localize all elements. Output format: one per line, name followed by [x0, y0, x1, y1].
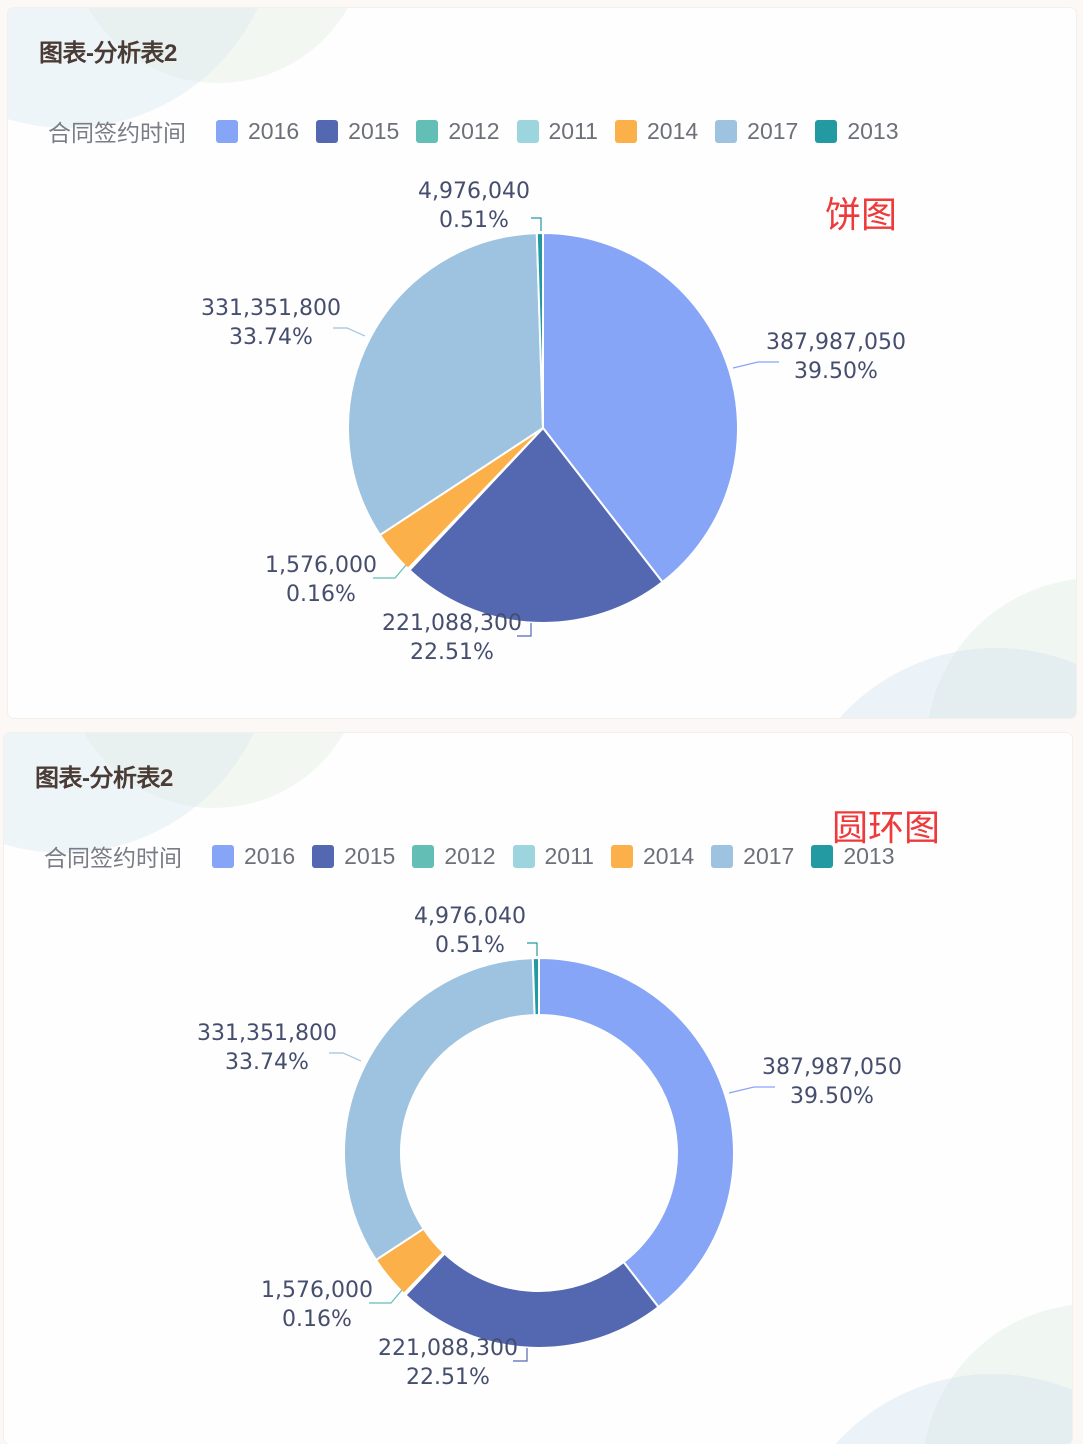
label-leader-line	[527, 942, 538, 956]
donut-chart-panel: 图表-分析表2 合同签约时间 2016 2015 2012 2011 2014 2017 2…	[4, 733, 1072, 1444]
slice-value-label: 331,351,800	[201, 296, 341, 321]
slice-2013[interactable]	[535, 231, 544, 429]
slice-value-label: 387,987,050	[762, 1055, 902, 1080]
legend-swatch	[416, 119, 439, 143]
slice-2016[interactable]	[542, 231, 739, 584]
legend-swatch	[516, 119, 539, 143]
slice-2017[interactable]	[343, 957, 536, 1262]
legend-label: 2014	[642, 842, 695, 869]
legend-swatch	[610, 844, 633, 868]
chart-legend: 合同签约时间 2016 2015 2012 2011 2014 2017 2013	[48, 114, 916, 148]
slice-2017[interactable]	[347, 232, 545, 537]
slice-percent-label: 22.51%	[406, 1365, 490, 1390]
slice-2016[interactable]	[538, 956, 735, 1309]
slice-value-label: 1,576,000	[261, 1278, 373, 1303]
label-leader-line	[732, 361, 779, 369]
legend-item-2016[interactable]: 2016	[216, 118, 299, 145]
chart-type-annotation: 饼图	[825, 195, 898, 236]
legend-label: 2014	[646, 117, 699, 144]
legend-item-2015[interactable]: 2015	[316, 118, 399, 145]
legend-swatch	[614, 119, 637, 143]
slice-value-label: 221,088,300	[382, 611, 522, 636]
legend-item-2011[interactable]: 2011	[512, 842, 594, 870]
legend-label: 2011	[544, 842, 594, 869]
legend-swatch	[312, 844, 335, 868]
chart-title: 图表-分析表2	[39, 40, 177, 67]
chart-title: 图表-分析表2	[35, 765, 173, 792]
pie-chart-panel: 图表-分析表2 合同签约时间 2016 2015 2012 2011 2014 2017 2…	[8, 8, 1076, 718]
label-leader-line	[333, 327, 366, 337]
legend-swatch	[811, 844, 834, 868]
legend-label: 2017	[747, 117, 799, 144]
pie-chart[interactable]: 387,987,050 39.50% 221,088,300 22.51% 1,576,…	[8, 8, 1076, 718]
legend-item-2015[interactable]: 2015	[312, 843, 395, 870]
slice-percent-label: 39.50%	[790, 1084, 874, 1109]
label-leader-line	[369, 1289, 403, 1304]
slice-value-label: 4,976,040	[414, 904, 526, 929]
legend-title: 合同签约时间	[44, 845, 182, 871]
slice-percent-label: 39.50%	[794, 359, 878, 384]
slice-2013[interactable]	[531, 956, 540, 1017]
legend-label: 2016	[244, 842, 296, 869]
legend-item-2014[interactable]: 2014	[614, 117, 699, 145]
legend-label: 2015	[348, 117, 400, 144]
legend-swatch	[412, 844, 435, 868]
legend-swatch	[216, 119, 238, 143]
slice-percent-label: 33.74%	[225, 1050, 309, 1075]
legend-label: 2016	[248, 117, 300, 144]
legend-swatch	[512, 844, 535, 868]
legend-label: 2012	[448, 117, 500, 144]
legend-item-2014[interactable]: 2014	[610, 842, 695, 870]
label-leader-line	[728, 1086, 775, 1094]
slice-value-label: 221,088,300	[378, 1336, 518, 1361]
slice-value-label: 331,351,800	[197, 1021, 337, 1046]
legend-label: 2013	[843, 842, 895, 869]
legend-label: 2013	[847, 117, 899, 144]
chart-legend: 合同签约时间 2016 2015 2012 2011 2014 2017 2013	[44, 839, 912, 873]
slice-percent-label: 0.16%	[286, 582, 356, 607]
legend-item-2013[interactable]: 2013	[811, 842, 895, 870]
donut-chart[interactable]: 387,987,050 39.50% 221,088,300 22.51% 1,576,…	[4, 733, 1072, 1444]
legend-item-2012[interactable]: 2012	[416, 117, 500, 145]
legend-label: 2015	[344, 842, 396, 869]
legend-item-2016[interactable]: 2016	[212, 843, 295, 870]
slice-value-label: 1,576,000	[265, 553, 377, 578]
label-leader-line	[517, 623, 532, 637]
slice-percent-label: 0.51%	[435, 933, 505, 958]
legend-label: 2017	[743, 842, 795, 869]
legend-item-2017[interactable]: 2017	[715, 118, 798, 145]
legend-item-2013[interactable]: 2013	[815, 117, 899, 145]
label-leader-line	[513, 1348, 528, 1362]
label-leader-line	[531, 217, 542, 231]
legend-swatch	[316, 119, 339, 143]
chart-type-annotation: 圆环图	[832, 808, 941, 849]
legend-item-2011[interactable]: 2011	[516, 117, 598, 145]
legend-item-2012[interactable]: 2012	[412, 842, 496, 870]
legend-item-2017[interactable]: 2017	[711, 843, 794, 870]
label-leader-line	[329, 1052, 362, 1062]
legend-label: 2011	[548, 117, 598, 144]
legend-swatch	[711, 844, 734, 868]
slice-value-label: 387,987,050	[766, 330, 906, 355]
slice-percent-label: 0.51%	[439, 208, 509, 233]
legend-swatch	[715, 119, 738, 143]
legend-swatch	[815, 119, 838, 143]
legend-title: 合同签约时间	[48, 120, 186, 146]
slice-percent-label: 0.16%	[282, 1307, 352, 1332]
slice-2015[interactable]	[404, 1252, 660, 1349]
slice-percent-label: 22.51%	[410, 640, 494, 665]
slice-percent-label: 33.74%	[229, 325, 313, 350]
label-leader-line	[373, 564, 407, 579]
slice-2015[interactable]	[408, 426, 664, 624]
slice-value-label: 4,976,040	[418, 179, 530, 204]
legend-swatch	[212, 844, 234, 868]
legend-label: 2012	[444, 842, 496, 869]
